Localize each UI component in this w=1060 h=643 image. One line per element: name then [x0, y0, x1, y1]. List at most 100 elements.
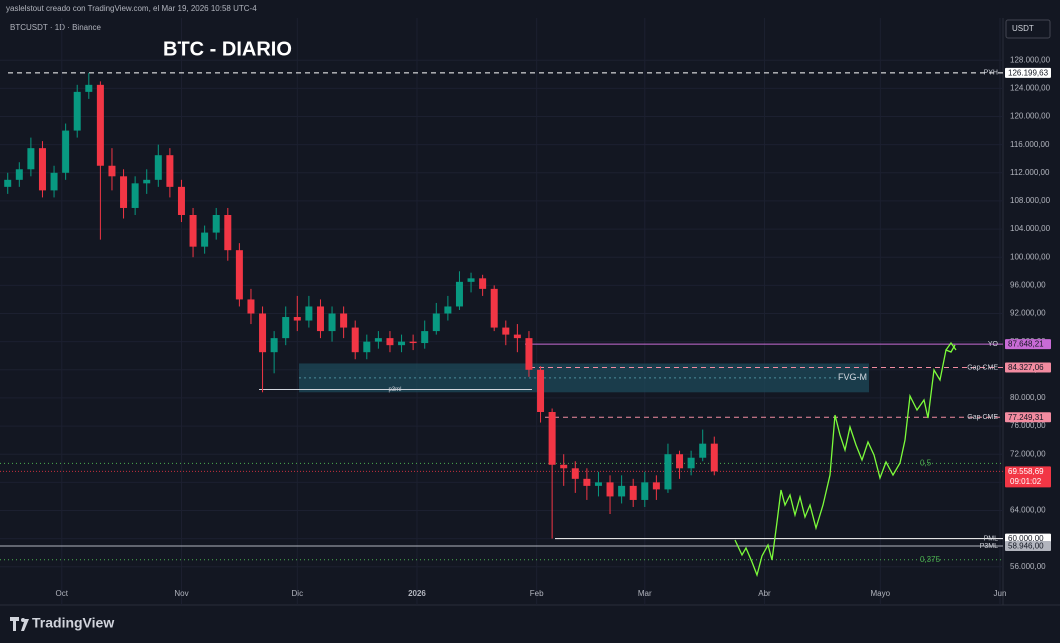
candle-body — [247, 299, 255, 314]
x-tick-label: Oct — [56, 589, 69, 598]
y-tick-label: 96.000,00 — [1010, 280, 1046, 289]
projection-path — [734, 344, 956, 578]
y-tick-label: 76.000,00 — [1010, 421, 1046, 430]
y-tick-label: 108.000,00 — [1010, 196, 1051, 205]
y-tick-label: 92.000,00 — [1010, 309, 1046, 318]
level-name: P3ML — [980, 543, 998, 550]
candle-body — [27, 148, 35, 170]
candle-body — [618, 485, 626, 497]
candle-body — [224, 214, 232, 251]
candle-body — [62, 130, 70, 173]
level-name: Gap CME — [967, 414, 998, 421]
candle-body — [154, 155, 162, 180]
x-tick-label: Feb — [530, 589, 544, 598]
candle-body — [676, 454, 684, 469]
candle-body — [409, 341, 417, 344]
candle-body — [108, 165, 116, 177]
countdown: 09:01:02 — [1010, 477, 1042, 486]
y-tick-label: 112.000,00 — [1010, 168, 1050, 177]
level-badge — [1005, 339, 1051, 350]
zone-label: FVG-M — [838, 372, 867, 382]
level-badge — [1005, 412, 1051, 423]
x-tick-label: Jun — [994, 589, 1007, 598]
y-tick-label: 56.000,00 — [1010, 562, 1046, 571]
candle-body — [50, 172, 58, 191]
candle-body — [305, 306, 313, 321]
y-tick-label: 104.000,00 — [1010, 224, 1051, 233]
candle-body — [374, 338, 382, 342]
candle-body — [432, 313, 440, 332]
symbol: BTCUSDT · 1D · Binance — [10, 23, 102, 32]
candle-body — [606, 482, 614, 497]
candle-body — [699, 443, 707, 458]
candle-body — [270, 338, 278, 353]
candle-body — [490, 288, 498, 328]
level-name: PML — [984, 535, 999, 542]
candle-body — [594, 482, 602, 486]
currency-box[interactable] — [1005, 19, 1051, 39]
y-tick-label: 128.000,00 — [1010, 55, 1051, 64]
candle-body — [259, 313, 267, 353]
candle-body — [571, 468, 579, 479]
candle-body — [710, 443, 718, 472]
candle-body — [537, 369, 545, 412]
candle-body — [189, 214, 197, 247]
candle-body — [282, 317, 290, 339]
fib-label: 0,375 — [920, 555, 941, 564]
x-tick-label: 2026 — [408, 589, 426, 598]
x-tick-label: Nov — [174, 589, 188, 598]
candle-body — [641, 482, 649, 500]
y-tick-label: 120.000,00 — [1010, 112, 1051, 121]
brand: TradingView — [32, 615, 114, 631]
candle-body — [687, 457, 695, 469]
level-badge — [1005, 67, 1051, 78]
y-tick-label: 72.000,00 — [1010, 449, 1046, 458]
candle-body — [583, 478, 591, 486]
candle-body — [120, 176, 128, 208]
candle-body — [177, 186, 185, 215]
currency: USDT — [1012, 24, 1034, 33]
level-badge-label: 60.000,00 — [1008, 534, 1044, 543]
candle-body — [502, 327, 510, 335]
x-tick-label: Mar — [638, 589, 652, 598]
candle-body — [479, 278, 487, 289]
candle-body — [38, 148, 46, 191]
candle-body — [143, 179, 151, 184]
logo-dot — [21, 618, 25, 622]
y-tick-label: 116.000,00 — [1010, 140, 1050, 149]
fib-label: 0,5 — [920, 458, 932, 467]
x-tick-label: Mayo — [871, 589, 891, 598]
candle-body — [96, 84, 104, 166]
candle-body — [15, 169, 23, 180]
level-name: YO — [988, 341, 999, 348]
logo-icon — [10, 617, 29, 631]
candle-body — [85, 84, 93, 92]
candle-body — [513, 334, 521, 339]
candle-body — [455, 281, 463, 307]
level-badge — [1005, 362, 1051, 373]
price-axis — [1003, 18, 1060, 605]
candle-body — [421, 331, 429, 344]
logo — [10, 617, 29, 631]
candle-body — [293, 317, 301, 321]
candle-body — [166, 155, 174, 187]
p3ml-label: p3ml — [388, 387, 401, 393]
level-name: PYH — [984, 70, 998, 77]
candle-body — [201, 232, 209, 247]
y-tick-label: 124.000,00 — [1010, 83, 1051, 92]
candle-body — [664, 454, 672, 490]
candle-body — [467, 278, 475, 282]
watermark: yaslelstout creado con TradingView.com, … — [6, 4, 257, 13]
candle-body — [328, 313, 336, 332]
chart-title: BTC - DIARIO — [163, 38, 292, 60]
x-tick-label: Dic — [292, 589, 304, 598]
level-badge-label: 87.648,21 — [1008, 340, 1044, 349]
candle-body — [73, 91, 81, 131]
candle-body — [560, 464, 568, 469]
level-badge-label: 84.327,06 — [1008, 363, 1044, 372]
level-badge — [1005, 541, 1051, 552]
candle-body — [351, 327, 359, 353]
